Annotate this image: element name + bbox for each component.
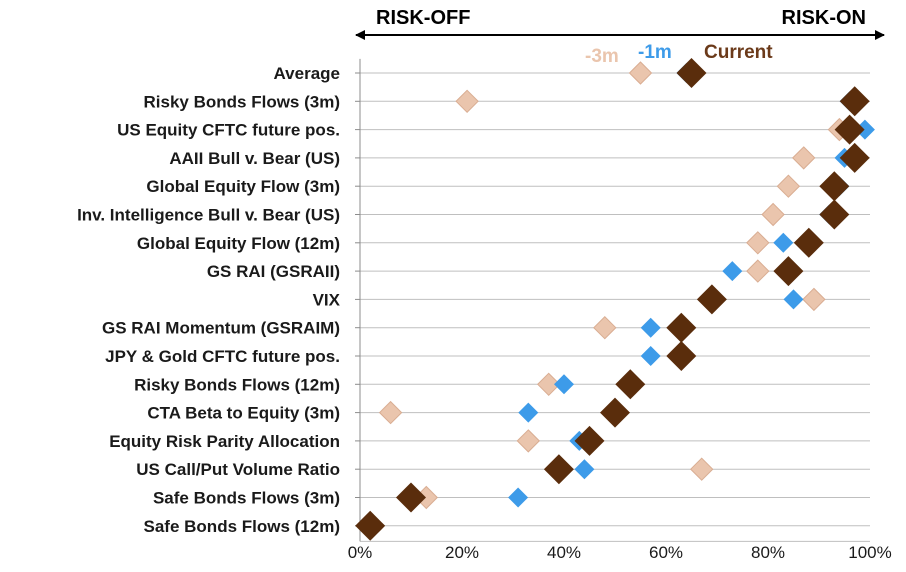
point-minus-1m <box>640 317 661 338</box>
risk-on-label: RISK-ON <box>782 7 866 29</box>
legend: -3m -1m Current <box>585 42 773 67</box>
point-minus-3m <box>516 429 541 453</box>
point-current <box>839 142 870 173</box>
point-current <box>819 199 850 230</box>
point-current <box>834 114 865 145</box>
x-tick-label: 100% <box>848 543 891 562</box>
point-minus-3m <box>776 174 801 198</box>
point-minus-3m <box>455 89 479 114</box>
category-label: Safe Bonds Flows (12m) <box>144 517 340 536</box>
point-minus-3m <box>536 372 561 397</box>
category-label: Global Equity Flow (12m) <box>137 234 340 253</box>
point-minus-3m <box>689 457 714 481</box>
x-tick-labels: 0% 20% 40% 60% 80% 100% <box>348 543 892 562</box>
point-current <box>676 58 707 88</box>
category-labels: Average Risky Bonds Flows (3m) US Equity C… <box>77 64 341 536</box>
x-tick-label: 80% <box>751 543 785 562</box>
category-label: Risky Bonds Flows (3m) <box>144 92 340 111</box>
point-current <box>839 86 870 117</box>
category-label: Equity Risk Parity Allocation <box>109 432 340 451</box>
point-minus-1m <box>854 119 875 140</box>
point-minus-3m <box>761 202 785 227</box>
category-label: US Call/Put Volume Ratio <box>136 460 340 479</box>
legend-label-3m: -3m <box>585 46 619 67</box>
category-label: GS RAI (GSRAII) <box>207 262 340 281</box>
category-label: AAII Bull v. Bear (US) <box>169 149 340 168</box>
point-minus-1m <box>722 261 743 282</box>
x-tick-label: 0% <box>348 543 373 562</box>
legend-label-1m: -1m <box>638 42 672 63</box>
category-label: Inv. Intelligence Bull v. Bear (US) <box>77 206 340 225</box>
point-minus-3m <box>593 315 617 340</box>
point-minus-1m <box>518 402 539 423</box>
point-current <box>793 227 824 258</box>
point-minus-1m <box>773 232 794 253</box>
point-minus-1m <box>640 346 661 366</box>
point-current <box>696 284 727 315</box>
risk-off-label: RISK-OFF <box>376 7 470 29</box>
point-current <box>396 482 426 513</box>
data-points <box>355 58 875 541</box>
point-minus-3m <box>746 231 770 255</box>
x-tick-label: 20% <box>445 543 479 562</box>
point-current <box>666 312 697 343</box>
axes <box>355 58 361 542</box>
x-tick-label: 60% <box>649 543 683 562</box>
point-minus-3m <box>378 400 403 425</box>
point-current <box>615 369 646 400</box>
legend-label-current: Current <box>704 42 773 63</box>
category-label: JPY & Gold CFTC future pos. <box>105 347 340 366</box>
category-label: Average <box>274 64 340 83</box>
point-minus-1m <box>574 459 595 480</box>
category-label: Risky Bonds Flows (12m) <box>134 375 340 394</box>
category-label: CTA Beta to Equity (3m) <box>147 404 340 423</box>
point-minus-1m <box>508 487 529 508</box>
category-label: GS RAI Momentum (GSRAIM) <box>102 319 340 338</box>
x-tick-label: 40% <box>547 543 581 562</box>
point-current <box>355 510 386 541</box>
point-current <box>666 341 697 371</box>
point-current <box>543 454 574 485</box>
point-minus-3m <box>628 61 653 85</box>
category-label: US Equity CFTC future pos. <box>117 121 340 140</box>
category-label: Global Equity Flow (3m) <box>146 177 340 196</box>
category-label: VIX <box>313 290 341 309</box>
point-minus-3m <box>802 287 826 312</box>
point-minus-3m <box>791 146 816 170</box>
point-current <box>773 256 804 287</box>
point-current <box>600 397 630 428</box>
category-label: Safe Bonds Flows (3m) <box>153 489 340 508</box>
point-minus-1m <box>783 289 804 310</box>
point-current <box>574 425 605 456</box>
header: RISK-OFF RISK-ON <box>355 7 885 40</box>
point-minus-3m <box>746 259 770 283</box>
point-current <box>819 171 850 202</box>
point-minus-1m <box>554 374 574 395</box>
